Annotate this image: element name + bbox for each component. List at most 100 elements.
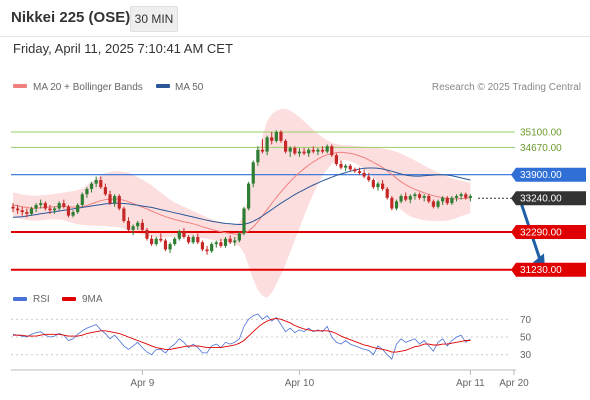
candle bbox=[214, 240, 218, 248]
candle bbox=[89, 181, 94, 193]
candle bbox=[186, 235, 191, 245]
candle-body bbox=[445, 197, 449, 204]
candle-body bbox=[228, 238, 232, 243]
candle bbox=[62, 199, 66, 209]
candle-body bbox=[122, 208, 126, 221]
candle bbox=[399, 194, 403, 204]
candle bbox=[29, 206, 34, 216]
candle-body bbox=[196, 236, 200, 243]
candle-body bbox=[223, 238, 228, 246]
candle bbox=[441, 196, 445, 205]
x-tick-label: Apr 20 bbox=[499, 378, 529, 389]
candle bbox=[357, 167, 362, 175]
candle-body bbox=[274, 132, 278, 141]
candle bbox=[126, 217, 131, 232]
candle bbox=[274, 130, 278, 143]
candle-body bbox=[357, 171, 362, 173]
candle bbox=[339, 160, 343, 170]
candle-body bbox=[177, 231, 181, 239]
rsi-ma-legend-label: 9MA bbox=[82, 294, 103, 305]
candle bbox=[436, 199, 440, 209]
candle-body bbox=[450, 197, 454, 204]
candle-body bbox=[381, 183, 385, 189]
candle bbox=[242, 206, 246, 236]
candle-body bbox=[62, 203, 66, 207]
rsi-panel: 70 50 30 bbox=[11, 313, 532, 361]
candle bbox=[39, 199, 43, 209]
candle-body bbox=[173, 238, 177, 245]
candle-body bbox=[464, 194, 468, 198]
candle bbox=[367, 172, 371, 182]
candle bbox=[136, 220, 140, 230]
candle-body bbox=[117, 196, 121, 209]
candle bbox=[177, 229, 181, 241]
candle bbox=[20, 206, 24, 216]
candle-body bbox=[150, 238, 154, 245]
candle-body bbox=[422, 196, 426, 198]
candle bbox=[43, 201, 47, 211]
instrument-title: Nikkei 225 (OSE) bbox=[11, 9, 131, 26]
candle-body bbox=[43, 203, 47, 209]
candle bbox=[371, 178, 375, 189]
candle-body bbox=[270, 137, 274, 141]
credit-label: Research © 2025 Trading Central bbox=[432, 82, 581, 93]
candle bbox=[390, 196, 394, 211]
candle-body bbox=[163, 240, 168, 250]
candle bbox=[468, 194, 472, 202]
rsi-legend-label: RSI bbox=[33, 294, 50, 305]
candle bbox=[348, 164, 352, 172]
candle-body bbox=[34, 204, 38, 209]
candle-body bbox=[256, 149, 260, 163]
candle-body bbox=[80, 194, 84, 205]
candle bbox=[427, 194, 431, 204]
candle-body bbox=[404, 196, 408, 200]
candle bbox=[450, 196, 454, 205]
candle-body bbox=[260, 149, 265, 152]
candle-body bbox=[288, 148, 292, 152]
candle bbox=[413, 192, 417, 200]
candle-body bbox=[200, 242, 205, 250]
candle bbox=[288, 146, 292, 157]
candle bbox=[85, 187, 89, 198]
candle-body bbox=[113, 196, 117, 204]
candle-body bbox=[251, 162, 255, 184]
candle bbox=[330, 144, 334, 157]
candle bbox=[256, 146, 260, 166]
bollinger-band bbox=[13, 108, 471, 298]
candle-body bbox=[265, 137, 269, 152]
support-tag: 32290.00 bbox=[511, 224, 586, 239]
resistance-label: 35100.00 bbox=[520, 128, 562, 139]
candle bbox=[417, 192, 422, 200]
candle bbox=[168, 242, 172, 253]
candle bbox=[422, 194, 426, 202]
candle-body bbox=[344, 165, 348, 168]
candle bbox=[408, 194, 412, 204]
x-tick-label: Apr 9 bbox=[130, 378, 154, 389]
support-tag-label: 32290.00 bbox=[520, 227, 562, 238]
candle bbox=[316, 148, 320, 156]
candle bbox=[173, 236, 177, 246]
resistance-label: 34670.00 bbox=[520, 143, 562, 154]
bollinger-band-area bbox=[13, 108, 471, 298]
candle bbox=[11, 203, 15, 213]
candle-body bbox=[20, 210, 24, 213]
pivot-tag-bg bbox=[511, 167, 586, 182]
candle bbox=[196, 233, 200, 245]
timeframe-button[interactable]: 30 MIN bbox=[130, 6, 178, 32]
candle-body bbox=[297, 151, 302, 154]
candle-body bbox=[159, 238, 163, 241]
candle bbox=[459, 192, 463, 200]
rsi-tick-label: 30 bbox=[520, 350, 532, 361]
candle bbox=[66, 204, 71, 218]
candle bbox=[251, 160, 255, 188]
candle-body bbox=[371, 180, 375, 188]
candle-body bbox=[126, 220, 131, 230]
pivot-tag: 33900.00 bbox=[511, 167, 586, 182]
rsi-ma-legend-swatch bbox=[62, 297, 76, 301]
candle-body bbox=[39, 203, 43, 205]
support-tag-label: 31230.00 bbox=[520, 265, 562, 276]
moving-averages bbox=[12, 151, 471, 236]
candle bbox=[16, 204, 20, 214]
candle bbox=[99, 176, 103, 189]
